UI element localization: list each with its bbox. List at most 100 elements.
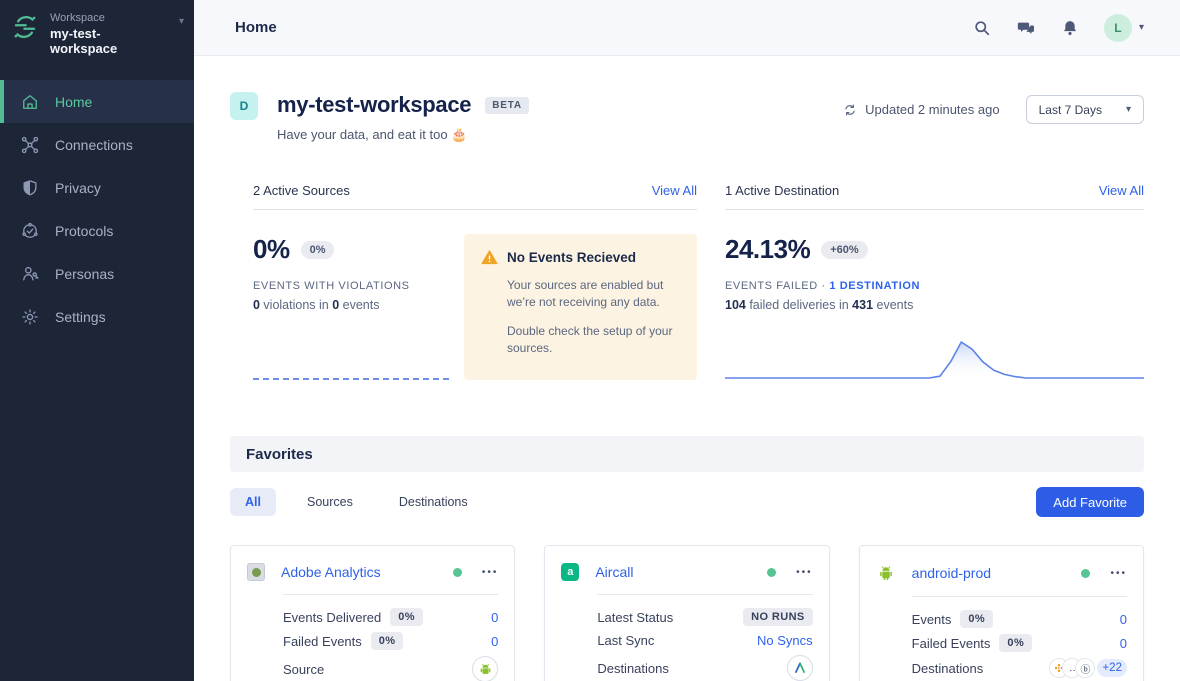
events-failed-detail: 104 failed deliveries in 431 events (725, 298, 914, 312)
divider (283, 594, 499, 595)
alert-title: No Events Recieved (507, 250, 637, 265)
sidebar-item-label: Connections (55, 136, 133, 153)
workspace-avatar: D (230, 92, 258, 120)
card-menu-button[interactable]: ••• (481, 566, 499, 578)
violations-detail: 0 violations in 0 events (253, 298, 380, 312)
android-source-icon[interactable] (472, 656, 499, 681)
destination-count-link[interactable]: 1 DESTINATION (829, 280, 921, 292)
sidebar-item-privacy[interactable]: Privacy (0, 166, 194, 209)
warning-triangle-icon (481, 250, 498, 265)
card-row: Latest Status NO RUNS (597, 605, 813, 629)
updated-text: Updated 2 minutes ago (865, 102, 1000, 117)
workspace-header: D my-test-workspace BETA Have your data,… (230, 92, 1144, 143)
beta-badge: BETA (485, 96, 529, 114)
card-row: Last Sync No Syncs (597, 633, 813, 648)
card-row: Source (283, 653, 499, 681)
refresh-icon[interactable] (843, 103, 857, 117)
alert-body-1: Your sources are enabled but we’re not r… (507, 278, 664, 310)
sidebar-item-settings[interactable]: Settings (0, 295, 194, 338)
divider (597, 594, 813, 595)
status-dot-icon (1081, 568, 1091, 578)
no-runs-badge: NO RUNS (743, 608, 813, 626)
events-failed-percent: 24.13% (725, 234, 811, 264)
sidebar: Workspace my-test-workspace ▾ Home Conne… (0, 0, 194, 681)
violations-delta-badge: 0% (300, 240, 335, 259)
percent-badge: 0% (999, 634, 1033, 652)
protocols-icon (22, 222, 38, 238)
sidebar-item-label: Protocols (55, 222, 114, 239)
sidebar-item-connections[interactable]: Connections (0, 123, 194, 166)
android-logo-icon (876, 563, 896, 583)
card-row: Destinations ‥ ⓑ +22 (912, 655, 1127, 681)
add-favorite-button[interactable]: Add Favorite (1036, 487, 1144, 517)
workspace-label: Workspace (50, 12, 105, 24)
segment-logo-icon (14, 16, 36, 38)
card-menu-button[interactable]: ••• (796, 566, 813, 578)
tab-all[interactable]: All (230, 488, 276, 516)
destination-icon-stack[interactable]: ‥ ⓑ +22 (1049, 658, 1127, 678)
notifications-bell-icon[interactable] (1060, 18, 1080, 38)
tab-sources[interactable]: Sources (306, 495, 353, 509)
destination-overflow-count[interactable]: +22 (1097, 659, 1127, 677)
card-row: Events Delivered 0% 0 (283, 608, 499, 626)
personas-icon (23, 266, 39, 280)
topbar: Home L ▾ (194, 0, 1180, 56)
row-value-link[interactable]: 0 (491, 609, 499, 625)
divider (253, 209, 697, 210)
row-value-link[interactable]: 0 (1119, 635, 1127, 651)
page-title: Home (235, 19, 277, 36)
chat-icon[interactable] (1016, 18, 1036, 38)
user-avatar[interactable]: L (1103, 13, 1132, 42)
sidebar-item-home[interactable]: Home (0, 80, 194, 123)
card-name-link[interactable]: Adobe Analytics (281, 564, 381, 580)
sources-section-title: 2 Active Sources (253, 183, 350, 198)
card-name-link[interactable]: Aircall (595, 564, 634, 580)
updated-status: Updated 2 minutes ago (843, 102, 1000, 117)
card-row: Failed Events 0% 0 (283, 632, 499, 650)
card-menu-button[interactable]: ••• (1110, 567, 1127, 579)
violations-percent: 0% (253, 234, 290, 264)
privacy-shield-icon (23, 179, 37, 195)
percent-badge: 0% (960, 610, 994, 628)
date-range-value: Last 7 Days (1038, 102, 1102, 117)
tab-destinations[interactable]: Destinations (398, 495, 468, 509)
alert-body-2: Double check the setup of your sources. (507, 323, 673, 356)
events-failed-delta-badge: +60% (821, 240, 868, 259)
favorite-card-aircall: a Aircall ••• Latest Status NO RUNS Last… (544, 545, 830, 681)
sidebar-item-label: Privacy (55, 179, 101, 196)
sidebar-item-label: Personas (55, 265, 115, 282)
violations-label: EVENTS WITH VIOLATIONS (253, 280, 410, 292)
workspace-subtitle: Have your data, and eat it too 🎂 (277, 127, 468, 142)
favorite-card-adobe-analytics: Adobe Analytics ••• Events Delivered 0% 0… (230, 545, 516, 681)
violations-sparkline-flat (253, 378, 449, 380)
sidebar-item-protocols[interactable]: Protocols (0, 209, 194, 252)
adobe-analytics-logo-icon (247, 563, 265, 581)
events-failed-label: EVENTS FAILED · 1 DESTINATION (725, 280, 921, 292)
destinations-view-all-link[interactable]: View All (1098, 183, 1144, 198)
card-row: Events 0% 0 (911, 610, 1127, 628)
circled-b-icon: ⓑ (1075, 658, 1096, 678)
percent-badge: 0% (390, 608, 423, 626)
status-dot-icon (767, 567, 777, 577)
favorites-title: Favorites (246, 445, 313, 463)
sidebar-item-personas[interactable]: Personas (0, 252, 194, 295)
sources-view-all-link[interactable]: View All (651, 183, 697, 198)
favorite-card-android-prod: android-prod ••• Events 0% 0 Failed Event… (858, 545, 1144, 681)
row-value-link[interactable]: No Syncs (757, 633, 813, 648)
divider (911, 596, 1127, 597)
destination-a-icon[interactable] (786, 655, 813, 681)
workspace-switcher[interactable]: Workspace my-test-workspace ▾ (0, 0, 194, 70)
card-row: Destinations (597, 652, 813, 681)
favorites-section: Favorites All Sources Destinations Add F… (230, 436, 1144, 681)
date-range-dropdown[interactable]: Last 7 Days ▾ (1025, 95, 1144, 124)
workspace-title: my-test-workspace (277, 92, 472, 117)
search-icon[interactable] (972, 18, 992, 38)
row-value-link[interactable]: 0 (1119, 611, 1127, 627)
active-destinations-section: 1 Active Destination View All 24.13% +60… (725, 183, 1144, 380)
destinations-section-title: 1 Active Destination (725, 183, 840, 198)
percent-badge: 0% (370, 632, 404, 650)
user-menu[interactable]: L ▾ (1103, 13, 1144, 42)
card-name-link[interactable]: android-prod (911, 565, 992, 581)
no-events-alert: No Events Recieved Your sources are enab… (464, 234, 697, 380)
row-value-link[interactable]: 0 (491, 633, 499, 649)
